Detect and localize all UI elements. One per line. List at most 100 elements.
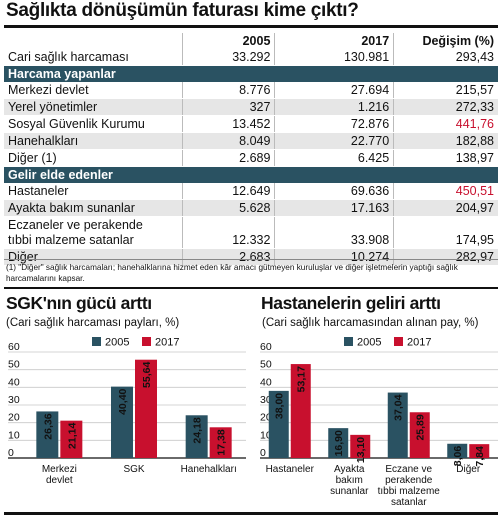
legend-label: 2005	[357, 337, 381, 349]
y-tick-label: 0	[260, 447, 266, 459]
y-tick-label: 20	[260, 412, 272, 424]
x-category-label: Eczane ve	[385, 464, 432, 475]
page-title: Sağlıkta dönüşümün faturası kime çıktı?	[6, 0, 359, 21]
y-tick-label: 50	[8, 359, 20, 371]
legend-label: 2005	[105, 337, 129, 349]
y-tick-label: 40	[260, 376, 272, 388]
bar-2017	[290, 364, 311, 458]
x-category-label: Hanehalkları	[181, 464, 237, 475]
bar-2017	[409, 412, 430, 458]
bar-2017	[350, 434, 371, 458]
table-section-row: Gelir elde edenler	[4, 166, 498, 183]
bar-value-label: 8,06	[452, 446, 464, 467]
bar-2005	[328, 428, 349, 458]
chart-sgk-share: 2005 2017 0 10 20 30 40 50 60 26,36 21,14 Merkezide…	[8, 337, 246, 486]
bar-value-label: 25,89	[415, 414, 427, 440]
x-category-label: Hastaneler	[266, 464, 315, 475]
footnote-rule	[4, 259, 498, 260]
chart1-title: SGK'nın gücü arttı	[6, 293, 152, 313]
chart1-subtitle: (Cari sağlık harcaması payları, %)	[6, 317, 180, 329]
header-label	[4, 33, 182, 49]
bar-2017	[469, 444, 490, 458]
bar-2005	[111, 386, 133, 458]
section-label: Gelir elde edenler	[4, 166, 498, 183]
row-label: Ayakta bakım sunanlar	[4, 199, 183, 217]
x-category-label: Diğer	[456, 464, 481, 475]
value-2005: 2.683	[181, 248, 275, 266]
bar-value-label: 53,17	[296, 366, 308, 392]
bar-2017	[209, 427, 232, 458]
section-rule	[4, 287, 498, 289]
value-2005: 8.776	[181, 82, 275, 99]
bar-value-label: 13,10	[355, 437, 367, 463]
bar-value-label: 16,90	[333, 430, 345, 456]
bar-value-label: 38,00	[274, 393, 286, 419]
value-change: 138,97	[393, 149, 498, 167]
value-change: 204,97	[393, 199, 498, 217]
bar-2005	[447, 443, 468, 458]
table-row: Cari sağlık harcaması 33.292 130.981 293,43	[4, 49, 498, 66]
x-category-label: SGK	[123, 464, 144, 475]
value-2017: 6.425	[274, 149, 394, 167]
value-2017: 10.274	[274, 248, 394, 266]
table-row: Hanehalkları 8.049 22.770 182,88	[4, 132, 498, 150]
section-label: Harcama yapanlar	[4, 65, 498, 82]
y-tick-label: 30	[260, 394, 272, 406]
bar-2017	[60, 420, 83, 458]
bar-value-label: 21,14	[66, 422, 78, 448]
header-2005: 2005	[181, 33, 275, 49]
value-2005: 12.649	[181, 183, 275, 200]
bar-value-label: 37,04	[393, 394, 405, 420]
bar-value-label: 40,40	[117, 388, 129, 414]
x-category-label: bakım	[336, 475, 363, 486]
value-2017: 130.981	[274, 49, 394, 66]
x-category-label: tıbbi malzeme	[378, 486, 441, 497]
value-2017: 27.694	[274, 82, 394, 99]
value-2005: 327	[181, 98, 275, 116]
row-label: Cari sağlık harcaması	[4, 49, 183, 66]
legend-swatch	[394, 337, 403, 346]
y-tick-label: 30	[8, 394, 20, 406]
value-2005: 13.452	[181, 115, 275, 133]
row-label: Hastaneler	[4, 183, 183, 200]
bar-value-label: 55,64	[141, 362, 153, 388]
y-tick-label: 50	[260, 359, 272, 371]
table-row: Diğer (1) 2.689 6.425 138,97	[4, 149, 498, 167]
row-label-line: tıbbi malzeme satanlar	[8, 232, 134, 247]
table-row: Hastaneler 12.649 69.636 450,51	[4, 183, 498, 200]
y-tick-label: 60	[260, 341, 272, 353]
x-category-label: sunanlar	[330, 486, 369, 497]
value-2005: 5.628	[181, 199, 275, 217]
value-change: 272,33	[393, 98, 498, 116]
table-row: Yerel yönetimler 327 1.216 272,33	[4, 98, 498, 116]
value-2005: 12.332	[181, 216, 275, 249]
x-category-label: perakende	[385, 475, 433, 486]
y-tick-label: 60	[8, 341, 20, 353]
x-category-label: devlet	[46, 475, 73, 486]
header-2017: 2017	[274, 33, 394, 49]
value-change: 293,43	[393, 49, 498, 66]
bar-2017	[135, 359, 157, 458]
legend-swatch	[344, 337, 353, 346]
value-2017: 22.770	[274, 132, 394, 150]
value-change: 441,76	[393, 115, 498, 133]
bar-2005	[36, 411, 59, 458]
y-tick-label: 10	[260, 429, 272, 441]
spending-table: 2005 2017 Değişim (%) Cari sağlık harcam…	[4, 33, 498, 266]
y-tick-label: 0	[8, 447, 14, 459]
row-label: Eczaneler ve perakende tıbbi malzeme sata…	[4, 216, 183, 249]
legend-label: 2017	[155, 337, 179, 349]
y-tick-label: 10	[8, 429, 20, 441]
legend-label: 2017	[407, 337, 431, 349]
bar-2005	[268, 390, 289, 458]
chart2-title: Hastanelerin geliri arttı	[261, 293, 441, 313]
value-2005: 33.292	[181, 49, 275, 66]
row-label: Yerel yönetimler	[4, 98, 183, 116]
bar-value-label: 17,38	[216, 429, 228, 455]
chart-legend: 2005 2017	[344, 337, 431, 349]
title-rule	[4, 25, 498, 28]
table-row: Eczaneler ve perakende tıbbi malzeme sata…	[4, 216, 498, 249]
legend-swatch	[92, 337, 101, 346]
value-2017: 72.876	[274, 115, 394, 133]
value-2017: 69.636	[274, 183, 394, 200]
